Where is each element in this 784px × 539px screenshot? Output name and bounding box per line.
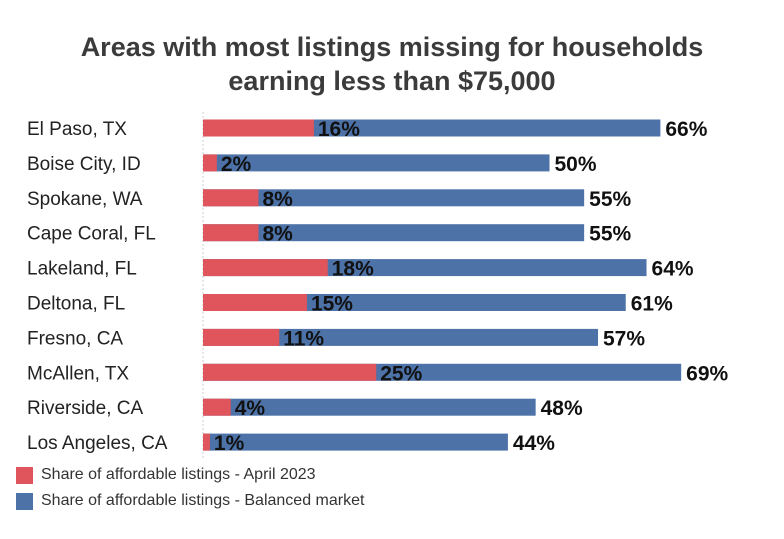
data-label-april: 1% xyxy=(214,432,245,455)
data-label-april: 16% xyxy=(318,118,360,141)
legend-label-balanced: Share of affordable listings - Balanced … xyxy=(41,492,365,509)
category-label: Spokane, WA xyxy=(27,189,143,210)
bar-balanced xyxy=(203,433,508,451)
legend-item-april: Share of affordable listings - April 202… xyxy=(16,462,364,488)
category-label: Boise City, ID xyxy=(27,154,141,175)
bar-balanced xyxy=(203,328,599,346)
bar-balanced xyxy=(203,154,550,172)
bar-balanced xyxy=(203,119,661,137)
data-label-april: 4% xyxy=(235,397,266,420)
data-label-april: 8% xyxy=(262,188,293,211)
chart-title: Areas with most listings missing for hou… xyxy=(0,30,784,98)
data-label-april: 25% xyxy=(380,362,422,385)
chart-title-line-1: Areas with most listings missing for hou… xyxy=(80,32,704,62)
legend-swatch-balanced xyxy=(16,492,33,510)
chart-title-line-2: earning less than $75,000 xyxy=(228,66,556,96)
data-label-balanced: 57% xyxy=(603,327,645,350)
bar-april xyxy=(203,189,259,207)
data-label-balanced: 64% xyxy=(652,258,694,281)
bar-april xyxy=(203,154,217,172)
bar-april xyxy=(203,294,307,311)
bar-april xyxy=(203,433,210,451)
category-label: McAllen, TX xyxy=(27,363,129,384)
category-label: El Paso, TX xyxy=(27,119,127,140)
category-label: Cape Coral, FL xyxy=(27,224,156,245)
data-label-balanced: 66% xyxy=(665,118,707,141)
data-label-april: 11% xyxy=(283,327,324,350)
data-label-april: 2% xyxy=(221,153,252,176)
bar-balanced xyxy=(203,294,626,311)
bar-april xyxy=(203,224,259,242)
bar-april xyxy=(203,363,377,381)
bar-april xyxy=(203,328,280,346)
data-label-balanced: 61% xyxy=(631,293,673,316)
data-label-balanced: 55% xyxy=(589,188,631,211)
legend-item-balanced: Share of affordable listings - Balanced … xyxy=(16,488,364,514)
bar-balanced xyxy=(203,224,585,242)
legend: Share of affordable listings - April 202… xyxy=(16,462,364,514)
legend-label-april: Share of affordable listings - April 202… xyxy=(41,466,316,483)
data-label-balanced: 69% xyxy=(686,362,728,385)
legend-swatch-april xyxy=(16,466,33,484)
category-label: Riverside, CA xyxy=(27,398,143,419)
category-label: Deltona, FL xyxy=(27,294,125,315)
data-label-balanced: 48% xyxy=(541,397,583,420)
data-label-april: 18% xyxy=(332,258,374,281)
data-label-april: 8% xyxy=(262,223,293,246)
category-label: Lakeland, FL xyxy=(27,259,137,280)
bar-april xyxy=(203,119,314,137)
bar-april xyxy=(203,398,231,416)
data-label-april: 15% xyxy=(311,293,353,316)
category-label: Los Angeles, CA xyxy=(27,433,168,454)
bar-balanced xyxy=(203,398,536,416)
bar-april xyxy=(203,259,328,277)
bar-balanced xyxy=(203,189,585,207)
bar-chart: El Paso, TX 66% 16% Boise City, ID 50% 2% Spok… xyxy=(27,112,729,458)
data-label-balanced: 50% xyxy=(555,153,597,176)
data-label-balanced: 44% xyxy=(513,432,555,455)
category-label: Fresno, CA xyxy=(27,328,123,349)
data-label-balanced: 55% xyxy=(589,223,631,246)
